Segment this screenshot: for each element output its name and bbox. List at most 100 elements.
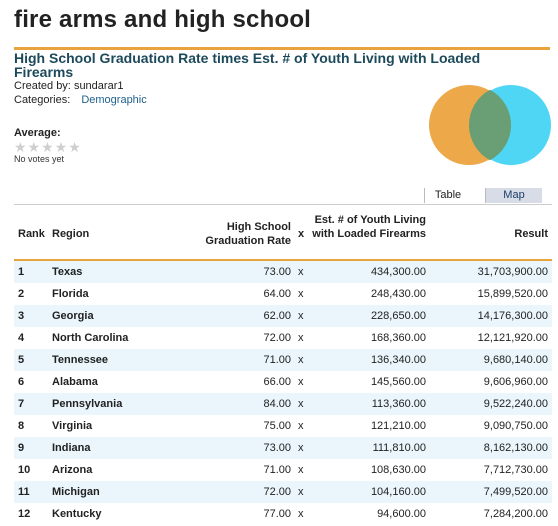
graduation-rate-cell: 71.00 — [263, 354, 291, 366]
created-by-user[interactable]: sundarar1 — [73, 80, 124, 92]
rank-cell: 12 — [18, 508, 31, 520]
result-cell: 8,162,130.00 — [483, 442, 548, 454]
table-row: 12 Kentucky 77.00 x 94,600.00 7,284,200.00 — [14, 503, 552, 525]
table-body: 1 Texas 73.00 x 434,300.00 31,703,900.00 2 Flor… — [14, 261, 552, 525]
header-graduation-rate[interactable]: High School Graduation Rate — [205, 221, 291, 247]
table-header: Rank Region High School Graduation Rate … — [14, 206, 552, 260]
header-youth-firearms[interactable]: Est. # of Youth Living with Loaded Firea… — [312, 214, 426, 240]
rank-cell: 2 — [18, 288, 25, 300]
rank-cell: 3 — [18, 310, 25, 322]
multiply-cell: x — [298, 442, 304, 454]
result-cell: 9,680,140.00 — [483, 354, 548, 366]
result-cell: 14,176,300.00 — [477, 310, 548, 322]
categories-label: Categories: — [14, 94, 71, 106]
result-cell: 7,284,200.00 — [483, 508, 548, 520]
youth-firearms-cell: 121,210.00 — [370, 420, 426, 432]
result-cell: 9,090,750.00 — [483, 420, 548, 432]
table-row: 8 Virginia 75.00 x 121,210.00 9,090,750.00 — [14, 415, 552, 437]
region-cell[interactable]: Tennessee — [52, 354, 109, 366]
rank-cell: 10 — [18, 464, 31, 476]
region-cell[interactable]: Indiana — [52, 442, 91, 454]
youth-firearms-cell: 434,300.00 — [370, 266, 426, 278]
page-title: fire arms and high school — [14, 6, 312, 33]
table-row: 6 Alabama 66.00 x 145,560.00 9,606,960.00 — [14, 371, 552, 393]
graduation-rate-cell: 72.00 — [263, 486, 291, 498]
youth-firearms-cell: 168,360.00 — [370, 332, 426, 344]
title-divider — [14, 47, 550, 50]
result-cell: 12,121,920.00 — [477, 332, 548, 344]
graduation-rate-cell: 72.00 — [263, 332, 291, 344]
youth-firearms-cell: 136,340.00 — [370, 354, 426, 366]
rank-cell: 7 — [18, 398, 25, 410]
votes-count: No votes yet — [14, 154, 65, 164]
result-cell: 31,703,900.00 — [477, 266, 548, 278]
graduation-rate-cell: 73.00 — [263, 266, 291, 278]
region-cell[interactable]: Pennsylvania — [52, 398, 123, 410]
region-cell[interactable]: Texas — [52, 266, 83, 278]
multiply-cell: x — [298, 266, 304, 278]
venn-diagram-icon — [429, 85, 551, 165]
tab-map[interactable]: Map — [485, 188, 542, 203]
graduation-rate-cell: 77.00 — [263, 508, 291, 520]
graduation-rate-cell: 75.00 — [263, 420, 291, 432]
result-cell: 7,499,520.00 — [483, 486, 548, 498]
header-result[interactable]: Result — [514, 228, 548, 240]
graduation-rate-cell: 66.00 — [263, 376, 291, 388]
graduation-rate-cell: 71.00 — [263, 464, 291, 476]
region-cell[interactable]: Alabama — [52, 376, 98, 388]
rank-cell: 9 — [18, 442, 25, 454]
table-row: 1 Texas 73.00 x 434,300.00 31,703,900.00 — [14, 261, 552, 283]
header-rank[interactable]: Rank — [18, 228, 45, 240]
graduation-rate-cell: 64.00 — [263, 288, 291, 300]
table-row: 3 Georgia 62.00 x 228,650.00 14,176,300.00 — [14, 305, 552, 327]
youth-firearms-cell: 108,630.00 — [370, 464, 426, 476]
result-cell: 9,522,240.00 — [483, 398, 548, 410]
youth-firearms-cell: 228,650.00 — [370, 310, 426, 322]
table-row: 9 Indiana 73.00 x 111,810.00 8,162,130.00 — [14, 437, 552, 459]
region-cell[interactable]: North Carolina — [52, 332, 129, 344]
table-row: 5 Tennessee 71.00 x 136,340.00 9,680,140.00 — [14, 349, 552, 371]
region-cell[interactable]: Georgia — [52, 310, 94, 322]
multiply-cell: x — [298, 486, 304, 498]
rank-cell: 11 — [18, 486, 30, 498]
header-multiply: x — [298, 228, 305, 240]
table-row: 7 Pennsylvania 84.00 x 113,360.00 9,522,240.0… — [14, 393, 552, 415]
table-row: 11 Michigan 72.00 x 104,160.00 7,499,520.00 — [14, 481, 552, 503]
result-cell: 9,606,960.00 — [483, 376, 548, 388]
created-by-label: Created by: — [14, 80, 71, 92]
youth-firearms-cell: 94,600.00 — [377, 508, 426, 520]
multiply-cell: x — [298, 288, 304, 300]
view-tabs: Table Map — [424, 188, 542, 204]
rank-cell: 4 — [18, 332, 25, 344]
youth-firearms-cell: 145,560.00 — [370, 376, 426, 388]
header-region[interactable]: Region — [52, 228, 90, 240]
multiply-cell: x — [298, 332, 304, 344]
youth-firearms-cell: 113,360.00 — [371, 398, 426, 410]
multiply-cell: x — [298, 464, 304, 476]
graduation-rate-cell: 62.00 — [263, 310, 291, 322]
rating-stars[interactable]: ★★★★★ — [14, 139, 82, 155]
rank-cell: 6 — [18, 376, 25, 388]
region-cell[interactable]: Virginia — [52, 420, 93, 432]
tab-table[interactable]: Table — [424, 188, 471, 203]
result-cell: 15,899,520.00 — [477, 288, 548, 300]
region-cell[interactable]: Kentucky — [52, 508, 102, 520]
result-cell: 7,712,730.00 — [483, 464, 548, 476]
youth-firearms-cell: 104,160.00 — [370, 486, 426, 498]
multiply-cell: x — [298, 420, 304, 432]
table-row: 10 Arizona 71.00 x 108,630.00 7,712,730.00 — [14, 459, 552, 481]
categories: Categories: Demographic — [14, 94, 147, 106]
calculation-subtitle: High School Graduation Rate times Est. #… — [14, 50, 481, 80]
average-rating-label: Average: — [14, 127, 61, 139]
multiply-cell: x — [298, 508, 304, 520]
table-row: 2 Florida 64.00 x 248,430.00 15,899,520.00 — [14, 283, 552, 305]
youth-firearms-cell: 111,810.00 — [372, 442, 426, 454]
multiply-cell: x — [298, 310, 304, 322]
header-divider — [14, 259, 552, 261]
rank-cell: 1 — [18, 266, 25, 278]
category-link[interactable]: Demographic — [81, 94, 147, 106]
region-cell[interactable]: Arizona — [52, 464, 93, 476]
region-cell[interactable]: Michigan — [52, 486, 100, 498]
region-cell[interactable]: Florida — [52, 288, 89, 300]
graduation-rate-cell: 84.00 — [263, 398, 291, 410]
